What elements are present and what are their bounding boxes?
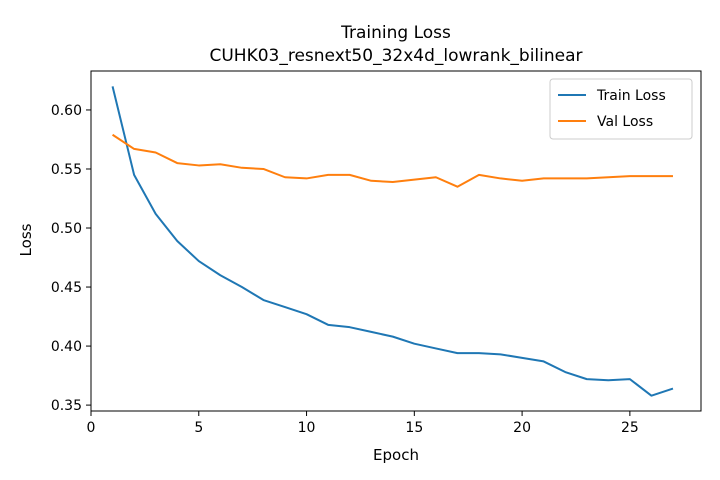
y-tick-label: 0.45 <box>51 280 82 296</box>
chart-subtitle: CUHK03_resnext50_32x4d_lowrank_bilinear <box>209 46 582 66</box>
x-tick-label: 25 <box>621 420 639 436</box>
y-axis-label: Loss <box>17 223 35 256</box>
x-tick-label: 5 <box>194 420 203 436</box>
y-axis-ticks: 0.35 0.40 0.45 0.50 0.55 0.60 <box>51 103 91 414</box>
legend-label-train-loss: Train Loss <box>596 88 666 104</box>
y-tick-label: 0.50 <box>51 221 82 237</box>
x-tick-label: 0 <box>87 420 96 436</box>
chart-title: Training Loss <box>340 23 451 43</box>
x-axis-label: Epoch <box>373 446 419 464</box>
x-tick-label: 15 <box>405 420 423 436</box>
legend: Train Loss Val Loss <box>549 78 693 140</box>
y-tick-label: 0.55 <box>51 162 82 178</box>
plot-frame <box>90 70 702 412</box>
series-layer <box>111 86 674 397</box>
series-line-val-loss <box>112 133 673 188</box>
legend-label-val-loss: Val Loss <box>597 114 653 130</box>
y-tick-label: 0.35 <box>51 398 82 414</box>
x-tick-label: 20 <box>513 420 531 436</box>
plot-area <box>90 70 702 412</box>
x-axis-ticks: 0 5 10 15 20 25 <box>87 411 639 436</box>
y-tick-label: 0.60 <box>51 103 82 119</box>
y-tick-label: 0.40 <box>51 339 82 355</box>
x-tick-label: 10 <box>298 420 316 436</box>
series-line-train-loss <box>111 86 674 397</box>
